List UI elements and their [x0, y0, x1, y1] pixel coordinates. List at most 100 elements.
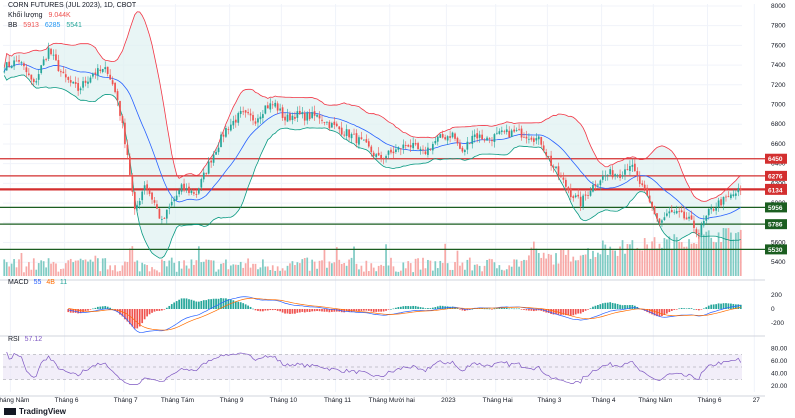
candle-body [678, 211, 681, 213]
candle-body [619, 174, 621, 178]
macd-histogram-bar [441, 305, 444, 309]
candle-body [50, 48, 52, 55]
candle-body [247, 112, 249, 114]
volume-bar [99, 271, 102, 276]
volume-bar [67, 260, 70, 276]
candle-body [488, 138, 491, 140]
macd-histogram-bar [407, 306, 410, 309]
candle-body [32, 79, 35, 83]
volume-bar [500, 269, 503, 276]
candle-body [20, 62, 23, 63]
candle-body [55, 54, 57, 61]
candle-body [385, 156, 387, 158]
macd-header: MACD 55 4B 11 [8, 279, 70, 286]
candle-body [279, 108, 281, 111]
candle-body [454, 133, 456, 139]
macd-histogram-bar [678, 308, 681, 310]
rsi-value: 57.12 [24, 336, 43, 343]
macd-histogram-bar [94, 307, 97, 309]
macd-histogram-bar [151, 309, 153, 313]
volume-bar [520, 260, 523, 276]
volume-bar [74, 260, 77, 276]
price-tick-label: 6800 [771, 121, 786, 128]
volume-bar [456, 250, 459, 276]
candle-body [363, 139, 365, 141]
candle-body [343, 134, 346, 136]
volume-bar [436, 268, 439, 276]
candle-body [355, 133, 358, 144]
volume-bar [705, 231, 708, 276]
volume-bar [168, 260, 171, 276]
volume-bar [459, 265, 461, 276]
volume-bar [353, 246, 355, 276]
macd-histogram-bar [316, 309, 318, 312]
macd-histogram-bar [82, 309, 84, 313]
macd-histogram-bar [609, 302, 612, 309]
volume-bar [109, 265, 112, 276]
price-tick-label: 6600 [771, 141, 786, 148]
candle-body [156, 204, 158, 209]
candle-body [367, 141, 370, 147]
volume-bar [528, 255, 530, 276]
volume-bar [557, 263, 560, 276]
candle-body [397, 147, 400, 150]
candle-body [60, 71, 62, 73]
candle-body [257, 118, 259, 123]
macd-histogram-bar [451, 306, 454, 309]
candle-body [587, 195, 589, 196]
macd-histogram-bar [237, 301, 240, 309]
candle-body [390, 149, 392, 153]
candle-body [79, 88, 82, 91]
volume-bar [363, 271, 365, 276]
volume-bar [614, 250, 617, 276]
candle-body [262, 114, 264, 118]
macd-histogram-bar [424, 308, 427, 309]
macd-histogram-bar [178, 299, 180, 309]
macd-histogram-bar [604, 302, 607, 309]
candle-body [429, 148, 432, 150]
candle-body [190, 190, 193, 193]
volume-bar [552, 264, 555, 276]
volume-bar [156, 270, 158, 276]
volume-bar [227, 269, 230, 276]
volume-bar [128, 248, 131, 276]
volume-bar [3, 259, 6, 276]
volume-bar [37, 263, 40, 276]
candle-body [259, 116, 262, 120]
macd-histogram-bar [284, 309, 286, 314]
volume-bar [471, 270, 474, 276]
volume-bar [279, 270, 281, 276]
volume-bar [348, 259, 350, 276]
macd-histogram-bar [702, 308, 705, 310]
candle-body [200, 179, 203, 188]
volume-bar [530, 247, 533, 276]
candle-body [683, 211, 685, 219]
macd-value-1: 55 [33, 279, 42, 286]
candle-body [360, 137, 363, 140]
candle-body [722, 196, 725, 205]
candle-body [153, 200, 156, 203]
candle-body [126, 144, 129, 155]
macd-histogram-bar [141, 309, 144, 324]
candle-body [565, 179, 567, 187]
candle-body [237, 113, 240, 123]
level-tag-label: 6276 [768, 173, 783, 180]
macd-histogram-bar [700, 309, 703, 310]
volume-bar [629, 244, 631, 276]
candle-body [680, 210, 683, 213]
volume-bar [119, 270, 121, 276]
volume-bar [683, 246, 685, 276]
macd-histogram-bar [195, 301, 198, 309]
macd-histogram-bar [153, 309, 156, 312]
candle-body [468, 143, 471, 144]
candle-body [335, 123, 338, 127]
volume-bar [244, 263, 247, 276]
volume-bar [702, 234, 705, 276]
volume-bar [656, 248, 658, 276]
price-axis: 8000 7800 7600 7400 7200 7000 6800 6600 6400 6200… [771, 3, 786, 266]
volume-bar [592, 250, 594, 276]
macd-histogram-bar [247, 305, 249, 309]
candle-body [180, 184, 183, 192]
volume-bar [493, 262, 496, 276]
